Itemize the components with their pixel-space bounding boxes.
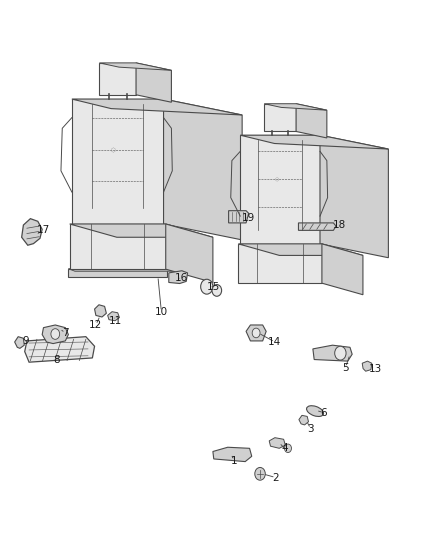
Polygon shape	[68, 269, 166, 277]
Text: 19: 19	[242, 213, 255, 223]
Text: 18: 18	[332, 220, 346, 230]
Polygon shape	[166, 224, 213, 282]
Polygon shape	[14, 337, 24, 349]
Text: ⬡: ⬡	[274, 177, 279, 182]
Polygon shape	[108, 312, 120, 321]
Text: 4: 4	[281, 443, 288, 453]
Polygon shape	[70, 224, 213, 237]
Text: 13: 13	[369, 364, 382, 374]
Polygon shape	[169, 271, 187, 284]
Polygon shape	[229, 211, 249, 223]
Polygon shape	[25, 337, 95, 362]
Polygon shape	[320, 135, 389, 258]
Polygon shape	[21, 219, 42, 245]
Circle shape	[51, 329, 60, 340]
Text: 14: 14	[268, 337, 282, 347]
Text: 15: 15	[207, 282, 220, 292]
Circle shape	[252, 328, 260, 338]
Text: 17: 17	[37, 225, 50, 236]
Polygon shape	[136, 63, 171, 102]
Polygon shape	[42, 325, 68, 344]
Polygon shape	[299, 415, 308, 425]
Polygon shape	[264, 104, 327, 110]
Polygon shape	[99, 63, 136, 95]
Polygon shape	[72, 99, 163, 224]
Text: 12: 12	[89, 320, 102, 330]
Polygon shape	[70, 224, 166, 269]
Polygon shape	[269, 438, 286, 448]
Polygon shape	[322, 244, 363, 295]
Polygon shape	[238, 244, 363, 255]
Polygon shape	[246, 325, 266, 341]
Polygon shape	[240, 135, 389, 149]
Text: ⬡: ⬡	[111, 148, 116, 153]
Text: 11: 11	[109, 316, 122, 326]
Polygon shape	[99, 63, 171, 70]
Polygon shape	[264, 104, 296, 132]
Circle shape	[335, 346, 346, 360]
Ellipse shape	[307, 406, 324, 416]
Circle shape	[285, 444, 291, 453]
Polygon shape	[68, 269, 173, 271]
Text: 6: 6	[321, 408, 327, 418]
Text: 16: 16	[175, 273, 188, 283]
Text: 9: 9	[23, 336, 29, 346]
Circle shape	[255, 467, 265, 480]
Polygon shape	[95, 305, 106, 317]
Text: 5: 5	[343, 362, 349, 373]
Polygon shape	[296, 104, 327, 138]
Text: 8: 8	[53, 354, 60, 365]
Polygon shape	[240, 135, 320, 244]
Polygon shape	[213, 447, 252, 462]
Polygon shape	[313, 345, 352, 361]
Text: 7: 7	[62, 328, 69, 338]
Text: 3: 3	[307, 424, 314, 434]
Text: 10: 10	[155, 306, 168, 317]
Polygon shape	[72, 99, 242, 115]
Polygon shape	[298, 223, 336, 230]
Circle shape	[201, 279, 213, 294]
Text: 2: 2	[272, 473, 279, 482]
Circle shape	[212, 285, 222, 296]
Text: 1: 1	[231, 456, 237, 465]
Polygon shape	[362, 361, 372, 371]
Polygon shape	[238, 244, 322, 283]
Polygon shape	[163, 99, 242, 240]
